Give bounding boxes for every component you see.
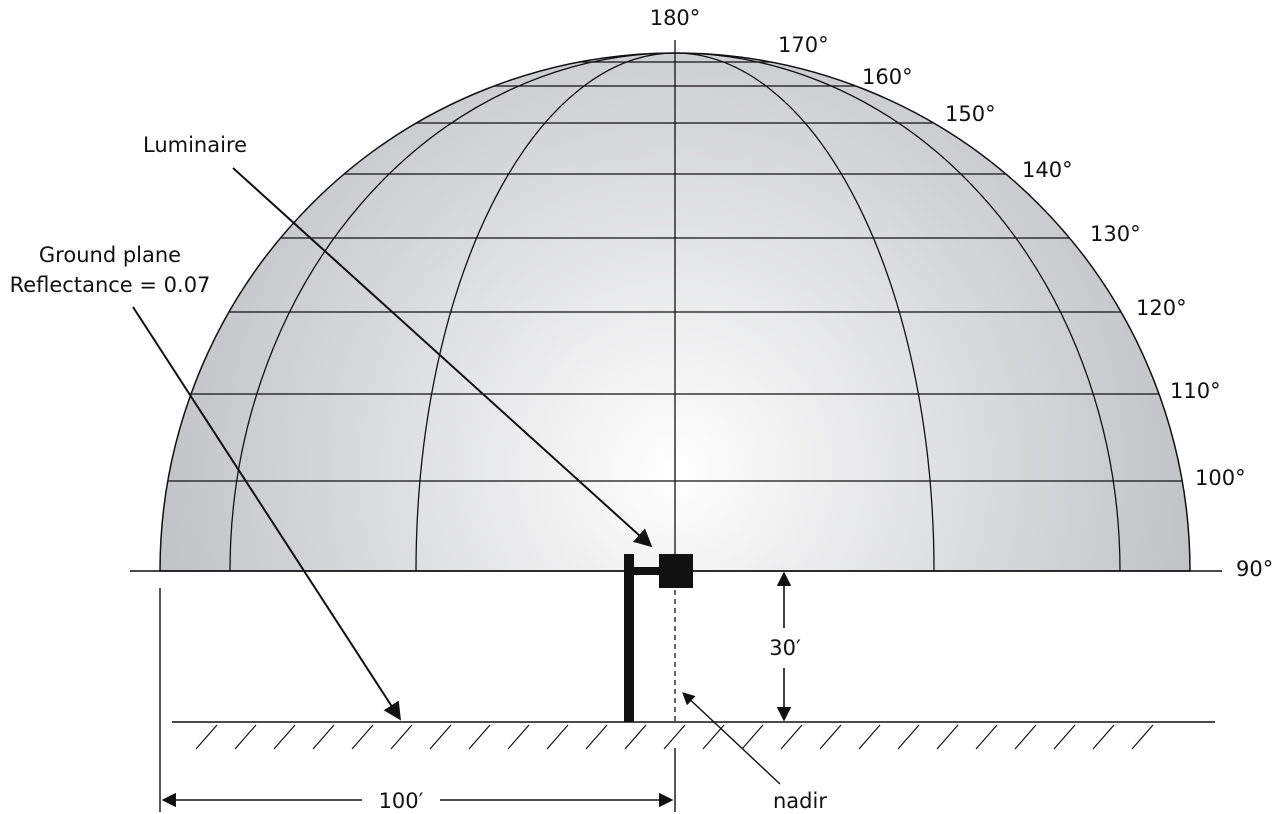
angle-label-110: 110° — [1170, 379, 1221, 403]
meridian-inner-right — [674, 53, 935, 571]
height-dimension-label: 30′ — [769, 636, 801, 660]
luminaire-label: Luminaire — [143, 133, 247, 157]
angle-label-140: 140° — [1022, 158, 1073, 182]
angle-label-90: 90° — [1236, 557, 1273, 581]
angle-label-160: 160° — [862, 65, 913, 89]
angle-label-100: 100° — [1195, 466, 1246, 490]
angle-label-130: 130° — [1090, 222, 1141, 246]
meridian-inner-left — [415, 53, 676, 571]
angle-label-170: 170° — [778, 33, 829, 57]
meridian-outer-left — [229, 53, 676, 571]
light-pole — [624, 554, 634, 722]
distance-dimension-label: 100′ — [379, 789, 424, 813]
reflectance-label: Reflectance = 0.07 — [10, 273, 211, 297]
nadir-label: nadir — [773, 789, 827, 813]
meridian-outer-right — [674, 53, 1121, 571]
luminaire-fixture — [659, 554, 693, 588]
angle-label-120: 120° — [1136, 296, 1187, 320]
ground-plane-label: Ground plane — [39, 243, 181, 267]
pole-arm — [624, 567, 662, 575]
luminaire-leader-arrow — [232, 167, 653, 548]
ground-plane-leader-arrow — [132, 306, 401, 721]
nadir-leader-arrow — [682, 692, 781, 785]
ground-hatching — [195, 724, 1154, 750]
angle-label-180: 180° — [650, 6, 701, 30]
angle-label-150: 150° — [945, 102, 996, 126]
